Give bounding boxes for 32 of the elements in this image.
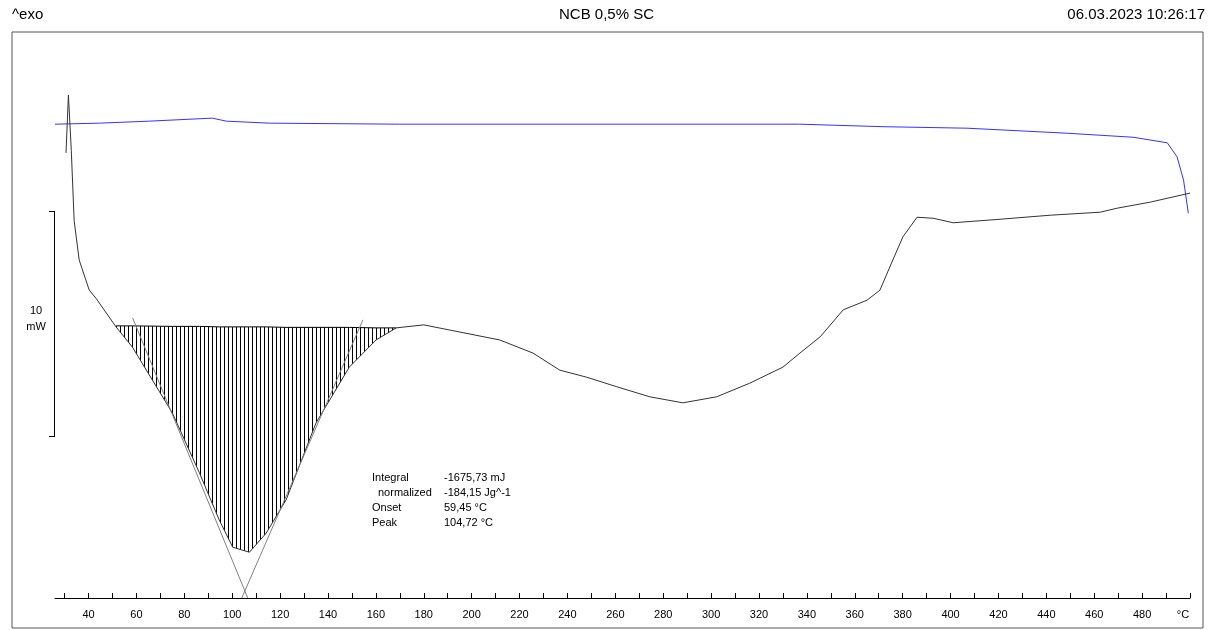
x-tick-label: 60	[130, 607, 143, 620]
text: 06.03.2023 10:26:17	[1067, 5, 1206, 22]
x-tick-label: 360	[845, 607, 864, 620]
x-tick-label: 160	[366, 607, 386, 620]
x-tick-label: 380	[893, 607, 912, 620]
x-tick-label: 260	[606, 607, 625, 620]
x-tick-label: 200	[462, 607, 481, 620]
x-tick-label: 300	[701, 607, 721, 620]
x-tick-label: 340	[797, 607, 817, 620]
annotation: normalized -184,15 Jg^-1	[378, 485, 511, 498]
x-tick-label: 220	[510, 607, 529, 620]
x-tick-label: 40	[82, 607, 95, 620]
x-tick-label: 480	[1132, 607, 1152, 620]
x-tick-label: 400	[941, 607, 960, 620]
x-tick-label: 100	[223, 607, 242, 620]
x-tick-label: 140	[318, 607, 338, 620]
x-tick-label: 440	[1037, 607, 1056, 620]
x-tick-label: 180	[414, 607, 433, 620]
x-tick-label: 280	[654, 607, 673, 620]
text: Onset 59,45 °C	[372, 500, 487, 513]
chart-title: NCB 0,5% SC	[558, 5, 655, 22]
x-axis-title: °C	[1176, 607, 1190, 620]
x-tick-label: 420	[989, 607, 1008, 620]
x-tick-label: 120	[270, 607, 290, 620]
text: ^exo	[12, 5, 44, 22]
x-tick-label: 80	[178, 607, 191, 620]
x-tick-label: 320	[749, 607, 769, 620]
x-tick-label: 460	[1085, 607, 1104, 620]
text: 10 mW	[26, 304, 47, 332]
text: Peak 104,72 °C	[372, 515, 494, 528]
text: Integral -1675,73 mJ	[372, 470, 506, 483]
x-tick-label: 240	[558, 607, 577, 620]
